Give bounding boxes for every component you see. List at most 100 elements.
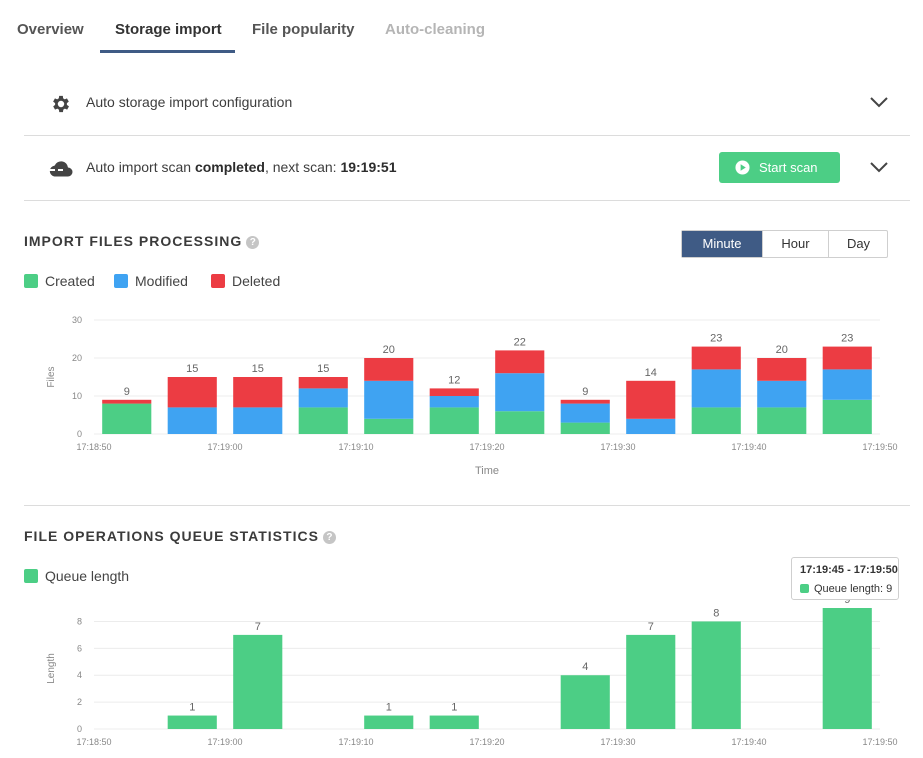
gear-icon <box>53 95 69 113</box>
tab-overview[interactable]: Overview <box>17 21 84 38</box>
bar-modified <box>429 396 479 408</box>
data-label: 9 <box>582 386 588 398</box>
bar-modified <box>167 407 217 434</box>
import-section-title-text: IMPORT FILES PROCESSING <box>24 233 243 249</box>
y-tick-label: 4 <box>77 670 82 680</box>
bar-modified <box>822 369 872 400</box>
legend-item-queue-length[interactable]: Queue length <box>24 568 129 584</box>
tooltip-label: Queue length: 9 <box>814 583 893 595</box>
bar-created <box>429 407 479 434</box>
tooltip-title: 17:19:45 - 17:19:50 <box>800 564 898 576</box>
start-scan-button[interactable]: Start scan <box>719 152 840 183</box>
y-tick-label: 20 <box>72 353 82 363</box>
data-label: 9 <box>844 600 850 606</box>
bar-created <box>495 411 545 434</box>
x-tick-label: 17:19:00 <box>207 737 242 747</box>
tooltip-swatch <box>800 584 809 593</box>
granularity-hour-button[interactable]: Hour <box>762 231 828 257</box>
bar-created <box>560 422 610 434</box>
tab-storage-import[interactable]: Storage import <box>115 21 222 38</box>
data-label: 15 <box>186 363 198 375</box>
chevron-down-icon[interactable] <box>868 91 890 113</box>
config-panel-title: Auto storage import configuration <box>86 94 293 110</box>
bar-modified <box>233 407 283 434</box>
bar-queue-length <box>233 634 283 729</box>
bar-queue-length <box>560 675 610 729</box>
x-tick-label: 17:19:20 <box>469 737 504 747</box>
play-icon <box>735 160 750 175</box>
scan-panel-header[interactable]: Auto import scan completed, next scan: 1… <box>24 136 910 201</box>
y-axis-label: Length <box>46 653 57 684</box>
bar-modified <box>364 380 414 419</box>
x-tick-label: 17:19:30 <box>600 737 635 747</box>
bar-deleted <box>757 358 807 381</box>
legend-item-modified[interactable]: Modified <box>114 273 188 289</box>
data-label: 23 <box>841 333 853 345</box>
data-label: 7 <box>255 621 261 633</box>
tab-auto-cleaning[interactable]: Auto-cleaning <box>385 21 485 38</box>
bar-modified <box>691 369 741 408</box>
start-scan-label: Start scan <box>759 160 818 175</box>
y-tick-label: 30 <box>72 315 82 325</box>
y-tick-label: 6 <box>77 643 82 653</box>
x-axis-label: Time <box>475 465 499 477</box>
help-icon[interactable]: ? <box>246 236 260 249</box>
x-tick-label: 17:19:00 <box>207 442 242 452</box>
legend-item-deleted[interactable]: Deleted <box>211 273 280 289</box>
y-tick-label: 0 <box>77 724 82 734</box>
bar-created <box>364 418 414 434</box>
bar-deleted <box>233 377 283 408</box>
chart-tooltip: 17:19:45 - 17:19:50 Queue length: 9 <box>791 557 899 600</box>
data-label: 1 <box>189 702 195 714</box>
legend-label-queue-length: Queue length <box>45 568 130 584</box>
data-label: 14 <box>645 367 657 379</box>
bar-deleted <box>495 350 545 374</box>
x-tick-label: 17:19:40 <box>731 442 766 452</box>
legend-swatch-queue-length <box>24 569 38 583</box>
import-section-title: IMPORT FILES PROCESSING? <box>24 233 260 249</box>
queue-length-chart: 0 2 4 6 8 17:18:50 17:19:00 17:19:10 17:19:20 17:… <box>46 600 898 747</box>
queue-section-title: FILE OPERATIONS QUEUE STATISTICS? <box>24 528 336 544</box>
cloud-icon <box>47 161 73 177</box>
active-tab-indicator <box>100 50 235 53</box>
bar-deleted <box>626 380 676 419</box>
tooltip-row: Queue length: 9 <box>800 583 892 595</box>
bar-created <box>102 403 152 434</box>
data-label: 20 <box>383 344 395 356</box>
scan-status-middle: , next scan: <box>264 159 341 175</box>
granularity-minute-button[interactable]: Minute <box>682 231 762 257</box>
bar-queue-length <box>691 621 741 729</box>
config-panel-header[interactable]: Auto storage import configuration <box>24 71 910 136</box>
bar-modified <box>560 403 610 423</box>
data-label: 9 <box>124 386 130 398</box>
bar-modified <box>298 388 348 408</box>
section-divider <box>24 505 910 506</box>
bar-deleted <box>691 346 741 370</box>
x-tick-label: 17:19:30 <box>600 442 635 452</box>
tab-file-popularity[interactable]: File popularity <box>252 21 355 38</box>
legend-item-created[interactable]: Created <box>24 273 95 289</box>
legend-swatch-created <box>24 274 38 288</box>
y-axis-label: Files <box>46 366 57 387</box>
granularity-selector: Minute Hour Day <box>681 230 888 258</box>
y-tick-label: 10 <box>72 391 82 401</box>
bar-deleted <box>429 388 479 396</box>
bar-deleted <box>298 377 348 389</box>
bar-created <box>298 407 348 434</box>
data-label: 23 <box>710 333 722 345</box>
data-label: 20 <box>776 344 788 356</box>
help-icon[interactable]: ? <box>322 531 336 544</box>
bar-queue-length <box>822 608 872 729</box>
legend-label-modified: Modified <box>135 273 188 289</box>
chevron-down-icon[interactable] <box>868 156 890 178</box>
y-tick-label: 8 <box>77 616 82 626</box>
data-label: 1 <box>386 702 392 714</box>
bar-created <box>822 399 872 434</box>
granularity-day-button[interactable]: Day <box>828 231 888 257</box>
bar-deleted <box>822 346 872 370</box>
next-scan-time: 19:19:51 <box>340 159 397 175</box>
x-tick-label: 17:19:10 <box>338 442 373 452</box>
x-tick-label: 17:18:50 <box>76 737 111 747</box>
data-label: 22 <box>514 336 526 348</box>
scan-status-value: completed <box>194 159 265 175</box>
